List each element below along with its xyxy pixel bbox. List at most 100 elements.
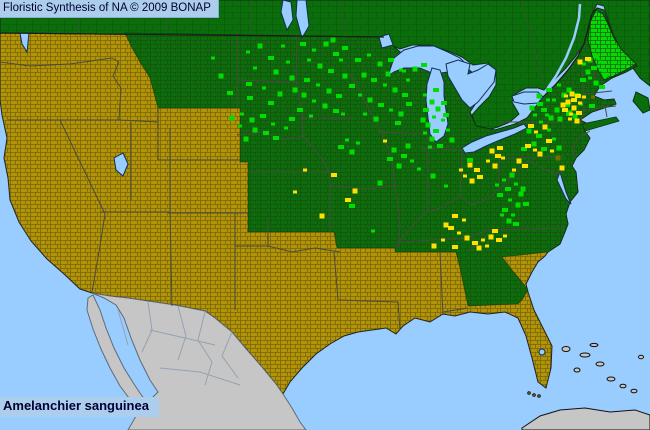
- county-marker-present: [539, 120, 543, 124]
- county-marker-present: [396, 163, 402, 169]
- st-lawrence-river: [543, 3, 582, 93]
- county-marker-present: [309, 114, 313, 118]
- county-marker-rare: [459, 168, 463, 172]
- county-marker-rare: [431, 243, 437, 249]
- county-marker-present: [289, 117, 295, 121]
- county-marker-rare: [492, 229, 498, 233]
- county-marker-rare: [467, 162, 473, 168]
- county-marker-present: [389, 108, 393, 112]
- county-marker-rare: [560, 102, 566, 108]
- county-marker-rare: [578, 101, 582, 105]
- county-marker-present: [349, 84, 355, 88]
- bahamas-island: [579, 352, 591, 358]
- county-marker-present: [355, 58, 361, 62]
- county-marker-present: [345, 138, 349, 142]
- county-marker-present: [383, 83, 387, 87]
- county-marker-present: [531, 141, 537, 147]
- county-marker-rare: [488, 234, 494, 240]
- county-marker-rare: [564, 94, 568, 98]
- county-marker-rare: [462, 218, 466, 222]
- chesapeake-bay: [556, 170, 572, 205]
- county-marker-present: [405, 143, 411, 149]
- county-marker-layer: [211, 37, 608, 251]
- county-marker-present: [515, 202, 521, 208]
- county-marker-present: [277, 91, 283, 97]
- county-marker-present: [297, 108, 303, 112]
- county-marker-present: [358, 93, 362, 97]
- county-marker-present: [444, 184, 448, 188]
- county-marker-present: [423, 108, 429, 112]
- county-marker-present: [371, 78, 377, 82]
- bahamas-island: [589, 342, 599, 348]
- county-marker-present: [548, 115, 554, 121]
- florida-keys: [537, 394, 541, 398]
- county-marker-present: [339, 58, 343, 62]
- county-marker-present: [385, 71, 391, 77]
- county-marker-present: [322, 103, 328, 109]
- county-marker-rare: [525, 144, 531, 148]
- county-marker-present: [446, 128, 450, 132]
- county-marker-present: [229, 115, 235, 121]
- county-marker-present: [312, 48, 316, 52]
- bahamas-island: [619, 383, 627, 389]
- county-marker-present: [423, 93, 427, 97]
- county-marker-rare: [463, 174, 467, 178]
- county-marker-present: [356, 141, 360, 145]
- county-marker-present: [420, 117, 426, 123]
- county-marker-present: [249, 117, 255, 123]
- county-marker-rare: [503, 234, 507, 238]
- county-marker-present: [341, 112, 345, 116]
- county-marker-present: [371, 229, 375, 233]
- county-marker-rare: [457, 231, 461, 235]
- county-marker-present: [435, 106, 441, 112]
- county-marker-rare: [522, 164, 528, 168]
- lake-michigan: [425, 67, 449, 143]
- county-marker-rare: [577, 59, 583, 65]
- county-marker-present: [338, 145, 344, 149]
- county-marker-present: [557, 116, 563, 122]
- bahamas-island: [595, 361, 605, 367]
- county-marker-rare: [496, 238, 502, 242]
- county-marker-rare: [352, 188, 358, 194]
- bahamas-island: [638, 354, 644, 360]
- county-marker-present: [406, 78, 410, 82]
- county-marker-present: [263, 131, 269, 135]
- county-marker-rare: [383, 139, 387, 143]
- county-marker-rare: [569, 112, 573, 116]
- county-marker-present: [441, 101, 447, 105]
- county-marker-present: [599, 85, 605, 89]
- county-marker-present: [443, 113, 449, 117]
- county-marker-present: [402, 93, 408, 97]
- county-marker-rare: [585, 57, 591, 61]
- county-marker-present: [336, 94, 342, 98]
- county-marker-present: [502, 208, 508, 212]
- county-marker-present: [243, 136, 249, 142]
- county-marker-rare: [550, 149, 554, 153]
- county-marker-present: [401, 154, 407, 158]
- county-marker-present: [523, 202, 529, 206]
- county-marker-present: [246, 82, 252, 86]
- county-marker-present: [240, 112, 244, 116]
- county-marker-rare: [481, 238, 485, 242]
- county-marker-present: [292, 87, 298, 93]
- county-marker-present: [433, 88, 439, 92]
- county-marker-present: [572, 113, 578, 119]
- lake-ontario: [511, 91, 544, 105]
- county-marker-present: [377, 180, 383, 186]
- county-marker-rare: [345, 198, 351, 202]
- county-marker-present: [556, 145, 562, 151]
- county-marker-present: [533, 113, 537, 117]
- county-marker-present: [387, 157, 393, 161]
- county-marker-present: [536, 134, 542, 138]
- county-marker-present: [323, 41, 329, 47]
- county-marker-present: [253, 66, 257, 70]
- county-marker-present: [281, 44, 285, 48]
- county-marker-present: [257, 43, 263, 49]
- county-marker-rare: [534, 130, 538, 134]
- county-marker-present: [218, 73, 224, 79]
- county-marker-present: [506, 218, 512, 224]
- county-marker-present: [406, 102, 412, 106]
- county-marker-present: [391, 147, 397, 153]
- lake-huron: [445, 59, 497, 109]
